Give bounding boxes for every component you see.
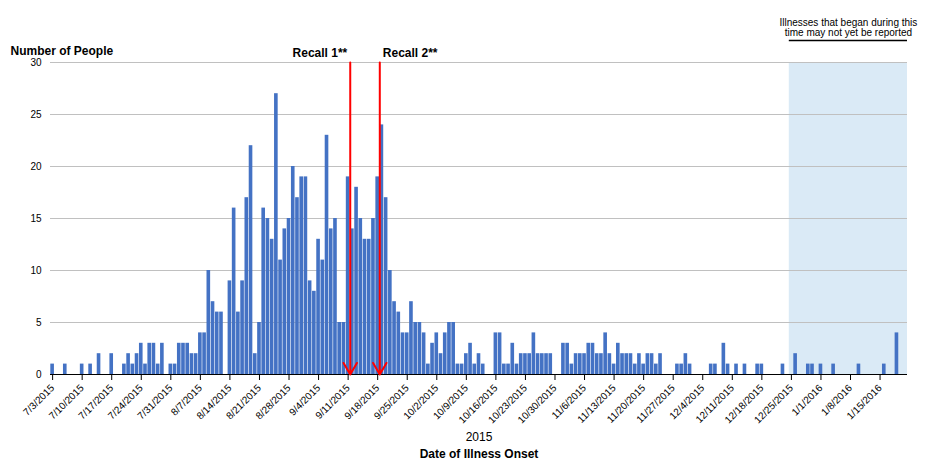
svg-text:11/13/2015: 11/13/2015	[575, 382, 618, 425]
svg-text:8/7/2015: 8/7/2015	[168, 382, 204, 418]
svg-text:Recall 2**: Recall 2**	[383, 46, 438, 60]
svg-text:15: 15	[30, 213, 42, 224]
svg-text:8/14/2015: 8/14/2015	[194, 382, 234, 422]
svg-text:30: 30	[30, 57, 42, 68]
svg-text:12/25/2015: 12/25/2015	[752, 382, 795, 425]
svg-text:12/4/2015: 12/4/2015	[667, 382, 707, 422]
svg-text:0: 0	[36, 369, 42, 380]
svg-text:7/10/2015: 7/10/2015	[46, 382, 86, 422]
svg-text:7/31/2015: 7/31/2015	[135, 382, 175, 422]
svg-text:9/11/2015: 9/11/2015	[313, 382, 352, 421]
svg-text:20: 20	[30, 161, 42, 172]
svg-text:12/11/2015: 12/11/2015	[693, 382, 736, 425]
svg-text:11/20/2015: 11/20/2015	[604, 382, 648, 425]
svg-text:10/2/2015: 10/2/2015	[401, 382, 441, 422]
svg-text:10/23/2015: 10/23/2015	[485, 382, 530, 426]
svg-text:Number of People: Number of People	[11, 44, 114, 58]
svg-text:7/17/2015: 7/17/2015	[76, 382, 116, 422]
svg-text:1/15/2016: 1/15/2016	[844, 382, 884, 422]
svg-text:11/27/2015: 11/27/2015	[634, 382, 677, 425]
svg-text:11/6/2015: 11/6/2015	[549, 382, 589, 421]
svg-text:1/8/2016: 1/8/2016	[818, 382, 855, 418]
svg-text:10/9/2015: 10/9/2015	[430, 382, 470, 422]
svg-text:9/25/2015: 9/25/2015	[371, 382, 411, 422]
svg-text:8/21/2015: 8/21/2015	[223, 382, 264, 422]
svg-text:25: 25	[30, 109, 42, 120]
svg-text:2015: 2015	[466, 430, 493, 444]
svg-text:Recall 1**: Recall 1**	[293, 46, 348, 60]
svg-text:Illnesses that began during th: Illnesses that began during thistime may…	[779, 17, 917, 38]
svg-text:9/4/2015: 9/4/2015	[286, 382, 323, 418]
svg-text:9/18/2015: 9/18/2015	[342, 382, 382, 422]
svg-text:10: 10	[30, 265, 42, 276]
svg-text:10/30/2015: 10/30/2015	[515, 382, 558, 425]
svg-text:Date of Illness Onset: Date of Illness Onset	[420, 447, 539, 461]
svg-text:7/3/2015: 7/3/2015	[21, 382, 57, 418]
svg-text:5: 5	[36, 317, 42, 328]
svg-text:10/16/2015: 10/16/2015	[456, 382, 500, 426]
svg-text:8/28/2015: 8/28/2015	[253, 382, 293, 422]
svg-text:1/1/2016: 1/1/2016	[789, 382, 825, 418]
svg-text:12/18/2015: 12/18/2015	[722, 382, 766, 426]
svg-text:7/24/2015: 7/24/2015	[105, 382, 145, 422]
